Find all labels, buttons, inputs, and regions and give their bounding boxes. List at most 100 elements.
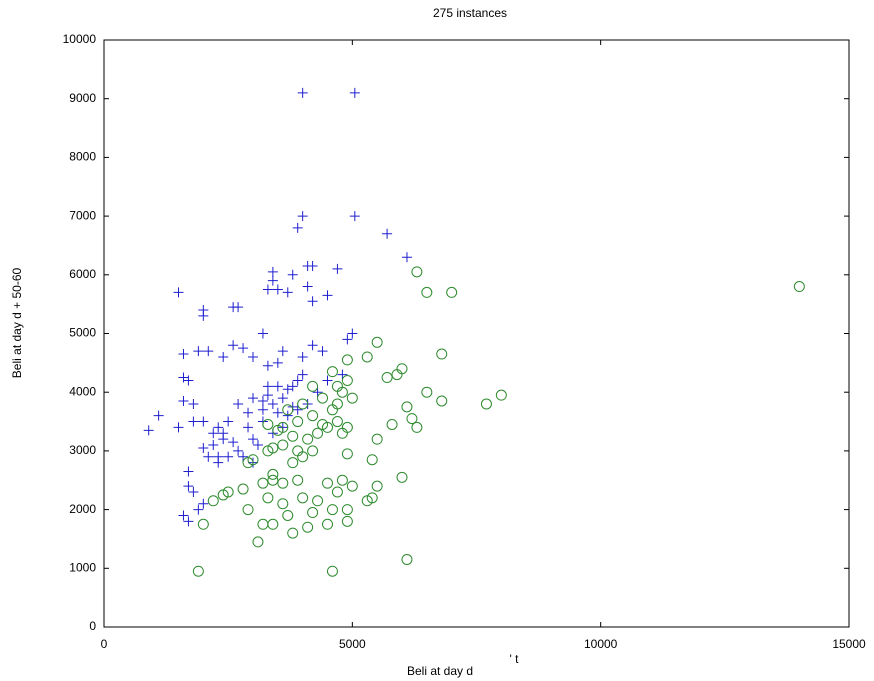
point (208, 440, 219, 451)
point (243, 407, 254, 418)
point (267, 266, 278, 277)
point (228, 340, 239, 351)
y-tick-label: 3000 (69, 443, 96, 457)
point (317, 346, 328, 357)
point (347, 328, 358, 339)
point (322, 477, 333, 489)
point (243, 422, 254, 433)
point (391, 369, 403, 381)
point (272, 407, 283, 418)
point (411, 266, 423, 278)
y-tick-label: 6000 (69, 267, 96, 281)
point (332, 263, 343, 274)
point (223, 416, 234, 427)
point (252, 440, 263, 451)
point (267, 398, 278, 409)
point (262, 445, 274, 457)
y-tick-label: 10000 (63, 32, 97, 46)
point (336, 474, 348, 486)
point (480, 398, 492, 410)
annotation: ' t (510, 652, 520, 666)
point (188, 416, 199, 427)
point (203, 451, 214, 462)
point (396, 363, 408, 375)
point (207, 495, 219, 507)
y-tick-label: 4000 (69, 384, 96, 398)
point (178, 372, 189, 383)
point (317, 418, 329, 430)
point (436, 395, 448, 407)
point (292, 375, 303, 386)
point (421, 386, 433, 398)
point (217, 489, 229, 501)
point (382, 228, 393, 239)
point (192, 565, 204, 577)
point (326, 366, 338, 378)
point (346, 392, 358, 404)
point (371, 433, 383, 445)
y-tick-label: 1000 (69, 560, 96, 574)
point (307, 260, 318, 271)
point (336, 386, 348, 398)
point (257, 396, 268, 407)
point (297, 492, 309, 504)
point (287, 430, 299, 442)
point (262, 284, 273, 295)
point (302, 281, 313, 292)
point (262, 418, 274, 430)
point (349, 87, 360, 98)
point (331, 416, 343, 428)
point (406, 413, 418, 425)
point (173, 287, 184, 298)
point (248, 351, 258, 362)
x-tick-label: 0 (101, 637, 108, 651)
point (277, 477, 289, 489)
point (188, 398, 199, 409)
point (341, 354, 353, 366)
point (322, 290, 333, 301)
point (198, 416, 209, 427)
point (262, 360, 273, 371)
point (143, 425, 154, 436)
point (277, 498, 289, 510)
point (326, 504, 338, 516)
point (436, 348, 448, 360)
point (198, 442, 209, 453)
point (366, 454, 378, 466)
point (331, 486, 343, 498)
point (292, 416, 304, 428)
point (277, 421, 289, 433)
point (233, 445, 244, 456)
point (257, 328, 268, 339)
x-tick-label: 10000 (584, 637, 618, 651)
point (336, 427, 348, 439)
point (297, 451, 309, 463)
point (252, 536, 264, 548)
point (282, 404, 294, 416)
point (337, 369, 348, 380)
point (188, 486, 199, 497)
point (331, 398, 343, 410)
point (401, 401, 413, 413)
point (322, 375, 333, 386)
point (307, 507, 319, 519)
point (331, 380, 343, 392)
point (307, 410, 319, 422)
point (213, 451, 224, 462)
point (361, 351, 373, 363)
point (386, 418, 398, 430)
point (178, 349, 189, 360)
point (341, 448, 353, 460)
point (213, 422, 224, 433)
y-tick-label: 8000 (69, 150, 96, 164)
point (287, 269, 298, 280)
point (228, 437, 239, 448)
point (242, 504, 254, 516)
point (282, 384, 293, 395)
point (287, 381, 298, 392)
point (349, 211, 360, 222)
point (307, 340, 318, 351)
point (401, 252, 412, 263)
point (183, 516, 194, 527)
